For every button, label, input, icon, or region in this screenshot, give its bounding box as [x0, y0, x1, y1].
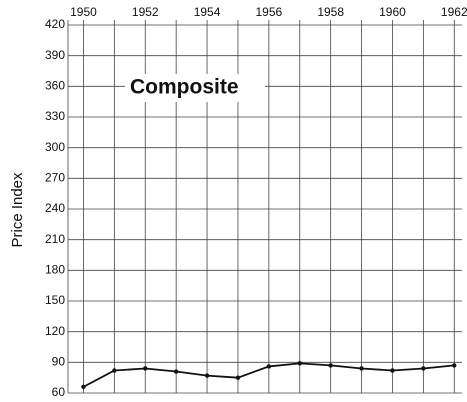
- point: [359, 366, 364, 371]
- x-tick-label: 1954: [194, 5, 221, 19]
- point: [235, 375, 241, 380]
- y-tick-label: 120: [45, 324, 65, 338]
- point: [328, 363, 333, 368]
- y-tick-label: 300: [45, 140, 65, 154]
- x-tick-label: 1956: [256, 5, 283, 19]
- y-tick-label: 210: [45, 232, 65, 246]
- y-tick-label: 240: [45, 201, 65, 215]
- y-tick-label: 390: [45, 48, 65, 62]
- y-tick-label: 90: [52, 355, 66, 369]
- chart-title: Composite: [130, 76, 239, 99]
- x-tick-label: 1962: [441, 5, 467, 19]
- y-tick-label: 420: [45, 17, 65, 31]
- y-tick-label: 270: [45, 171, 65, 185]
- y-axis-label: Price Index: [9, 172, 26, 248]
- point: [297, 361, 302, 366]
- x-tick-label: 1950: [70, 5, 97, 19]
- y-tick-label: 360: [45, 79, 65, 93]
- y-tick-label: 60: [52, 385, 66, 399]
- point: [143, 366, 148, 371]
- point: [390, 368, 395, 373]
- title-background: [125, 74, 265, 102]
- y-tick-label: 180: [45, 263, 65, 277]
- point: [266, 364, 272, 369]
- y-tick-label: 330: [45, 109, 65, 123]
- x-tick-label: 1960: [379, 5, 406, 19]
- point: [112, 368, 117, 373]
- point: [452, 363, 457, 368]
- x-tick-label: 1952: [132, 5, 159, 19]
- point: [421, 366, 426, 371]
- point: [173, 369, 179, 374]
- point: [204, 373, 210, 378]
- point: [81, 384, 86, 390]
- y-tick-label: 150: [45, 293, 65, 307]
- x-tick-label: 1958: [317, 5, 344, 19]
